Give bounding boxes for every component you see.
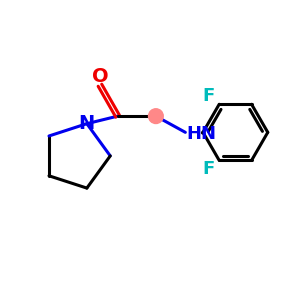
Text: O: O — [92, 68, 108, 86]
Text: F: F — [203, 87, 215, 105]
Text: HN: HN — [187, 125, 217, 143]
Circle shape — [148, 109, 163, 124]
Text: F: F — [203, 160, 215, 178]
Text: N: N — [79, 114, 95, 133]
